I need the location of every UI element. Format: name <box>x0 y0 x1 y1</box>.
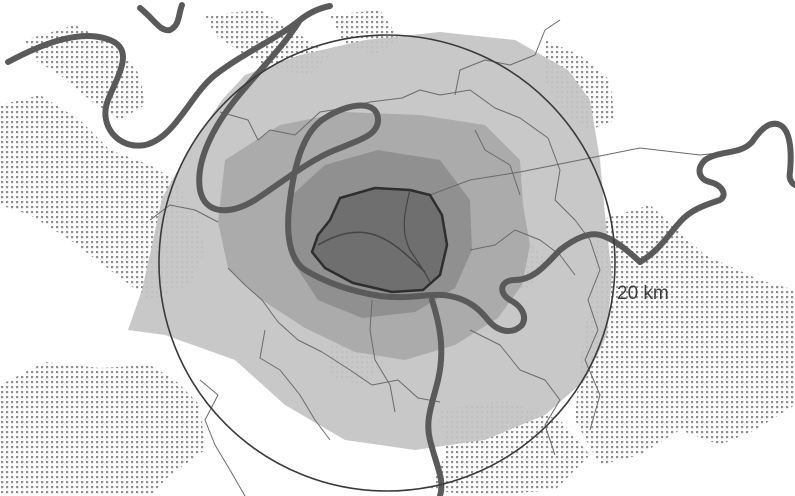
boundary-line <box>227 267 441 403</box>
boundary-line <box>199 379 246 496</box>
core-zone <box>312 188 447 292</box>
boundary-line <box>149 204 219 223</box>
boundary-line <box>469 329 561 456</box>
seine-river-upper <box>137 2 185 34</box>
core-inner-river <box>317 231 426 273</box>
seine-river <box>5 3 333 149</box>
boundary-line <box>429 147 746 196</box>
boundary-line <box>547 137 601 431</box>
core-outline <box>310 186 449 294</box>
municipal-boundaries <box>149 19 746 496</box>
boundary-line <box>469 229 576 276</box>
seine-river-loop <box>196 17 643 334</box>
core-inner-boundary <box>403 189 431 283</box>
forest-area-southwest <box>0 362 205 496</box>
forest-area-east <box>575 205 795 465</box>
city-core <box>310 186 449 294</box>
boundary-line <box>369 299 396 413</box>
radius-circle <box>158 34 616 492</box>
boundary-line <box>454 19 561 96</box>
marne-river <box>637 120 795 265</box>
seine-river-south <box>425 297 445 496</box>
river <box>5 2 795 496</box>
forest-area-northwest <box>25 25 145 120</box>
boundary-line <box>259 329 331 441</box>
radius-label: 20 km <box>617 283 669 304</box>
boundary-line <box>219 89 549 141</box>
boundary-line <box>474 129 521 196</box>
